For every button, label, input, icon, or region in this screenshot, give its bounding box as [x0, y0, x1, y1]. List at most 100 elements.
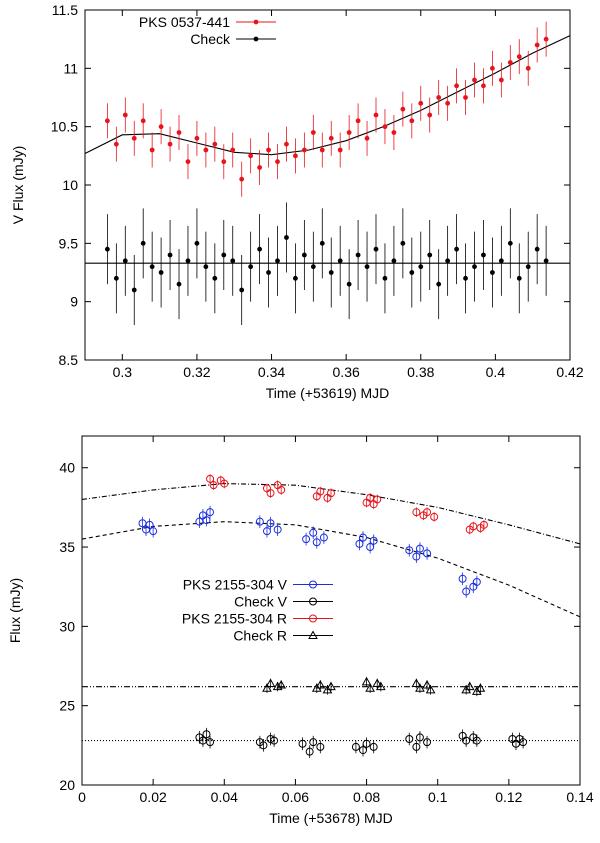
marker: [382, 124, 388, 130]
marker: [248, 153, 254, 159]
marker: [472, 264, 477, 270]
marker: [203, 147, 209, 153]
marker: [436, 95, 442, 100]
marker: [337, 258, 343, 264]
marker: [239, 176, 245, 182]
marker: [427, 112, 433, 118]
marker: [425, 684, 436, 694]
marker: [176, 281, 182, 287]
marker: [423, 549, 432, 558]
marker: [248, 264, 254, 270]
marker: [266, 519, 275, 528]
marker: [309, 597, 317, 606]
marker: [382, 275, 388, 281]
marker: [104, 246, 110, 252]
marker: [405, 734, 414, 743]
marker: [209, 481, 218, 490]
marker: [202, 516, 211, 525]
marker: [262, 527, 271, 536]
marker: [372, 678, 383, 687]
marker: [265, 678, 276, 687]
marker: [230, 258, 236, 264]
marker: [316, 487, 325, 496]
marker: [373, 112, 379, 118]
marker: [326, 681, 336, 691]
marker: [266, 270, 271, 275]
marker: [194, 240, 200, 246]
fit-line: [85, 35, 570, 156]
legend-label: PKS 0537-441: [139, 14, 230, 30]
x-tick-label: 0.04: [211, 789, 238, 805]
marker: [253, 36, 259, 42]
marker: [266, 147, 271, 153]
marker: [400, 240, 406, 246]
marker: [206, 474, 215, 483]
x-tick-label: 0.3: [113, 364, 133, 380]
marker: [346, 130, 352, 135]
marker: [309, 580, 317, 589]
marker: [423, 738, 432, 747]
marker: [319, 147, 325, 153]
marker: [422, 680, 432, 689]
x-tick-label: 0.1: [428, 789, 448, 805]
marker: [411, 678, 422, 687]
marker: [415, 733, 424, 742]
marker: [131, 287, 137, 293]
marker: [412, 552, 421, 561]
marker: [212, 141, 218, 147]
marker: [355, 252, 361, 258]
marker: [176, 130, 182, 135]
marker: [315, 680, 326, 689]
marker: [498, 77, 504, 83]
marker: [427, 252, 433, 258]
marker: [316, 742, 325, 751]
marker: [454, 246, 459, 252]
marker: [418, 264, 424, 270]
marker: [273, 525, 282, 534]
marker: [104, 118, 110, 124]
marker: [221, 252, 227, 258]
marker: [257, 246, 263, 252]
marker: [430, 512, 439, 521]
marker: [462, 736, 471, 745]
marker: [140, 240, 146, 246]
marker: [302, 535, 311, 544]
marker: [253, 19, 259, 25]
plot-frame: [84, 9, 571, 361]
marker: [415, 544, 424, 553]
marker: [310, 264, 316, 270]
marker: [369, 742, 378, 751]
x-tick-label: 0.34: [258, 364, 285, 380]
y-tick-label: 40: [59, 460, 75, 476]
x-axis-label: Time (+53678) MJD: [269, 810, 393, 826]
marker: [113, 275, 119, 281]
marker: [276, 680, 287, 689]
marker: [489, 270, 495, 275]
marker: [309, 614, 317, 623]
y-tick-label: 9: [70, 294, 78, 310]
y-tick-label: 11.5: [52, 2, 78, 18]
y-axis-label: V Flux (mJy): [10, 146, 26, 225]
marker: [122, 258, 128, 264]
marker: [481, 252, 486, 258]
marker: [463, 95, 468, 100]
marker: [203, 264, 209, 270]
marker: [328, 270, 334, 275]
legend-label: Check V: [234, 594, 288, 610]
x-tick-label: 0.36: [333, 364, 360, 380]
marker: [355, 118, 361, 124]
marker: [454, 83, 459, 89]
marker: [206, 738, 215, 747]
marker: [337, 147, 343, 153]
marker: [391, 130, 397, 135]
marker: [507, 240, 513, 246]
plot-frame: [81, 435, 581, 786]
marker: [301, 252, 307, 258]
marker: [472, 736, 481, 745]
x-tick-label: 0.06: [282, 789, 309, 805]
fit-line: [82, 521, 580, 618]
marker: [194, 135, 200, 141]
marker: [202, 730, 211, 739]
marker: [257, 165, 263, 170]
marker: [140, 118, 146, 124]
